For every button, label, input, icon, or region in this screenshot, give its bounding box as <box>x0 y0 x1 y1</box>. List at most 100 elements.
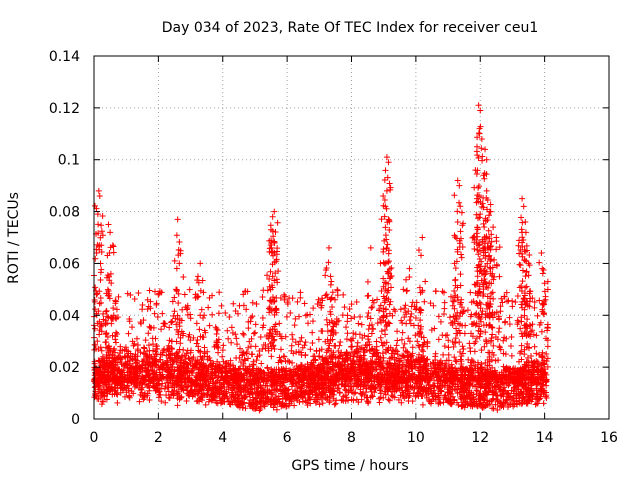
roti-point <box>119 347 126 354</box>
roti-point <box>103 396 110 403</box>
roti-point <box>324 294 331 301</box>
roti-point <box>540 400 547 407</box>
roti-point <box>514 292 521 299</box>
roti-point <box>248 399 255 406</box>
roti-point <box>313 347 320 354</box>
roti-point <box>250 367 257 374</box>
roti-point <box>176 374 183 381</box>
roti-point <box>385 216 392 223</box>
roti-point <box>274 219 281 226</box>
roti-point <box>341 361 348 368</box>
roti-point <box>146 384 153 391</box>
roti-point <box>299 370 306 377</box>
roti-point <box>412 393 419 400</box>
roti-point <box>240 362 247 369</box>
roti-point <box>457 376 464 383</box>
roti-point <box>267 286 274 293</box>
roti-point <box>114 391 121 398</box>
roti-point <box>110 347 117 354</box>
roti-point <box>242 393 249 400</box>
roti-point <box>154 314 161 321</box>
roti-point <box>257 403 264 410</box>
roti-point <box>302 312 309 319</box>
roti-point <box>105 314 112 321</box>
roti-point <box>92 255 99 262</box>
roti-point <box>186 356 193 363</box>
roti-point <box>202 383 209 390</box>
roti-point <box>380 275 387 282</box>
roti-point <box>528 398 535 405</box>
roti-point <box>106 295 113 302</box>
roti-point <box>312 356 319 363</box>
roti-point <box>458 361 465 368</box>
roti-point <box>384 376 391 383</box>
roti-point <box>117 359 124 366</box>
roti-point <box>209 311 216 318</box>
roti-point <box>98 347 105 354</box>
roti-point <box>326 387 333 394</box>
roti-point <box>294 298 301 305</box>
roti-point <box>302 339 309 346</box>
roti-point <box>196 375 203 382</box>
roti-point <box>540 387 547 394</box>
roti-point <box>440 310 447 317</box>
roti-point <box>372 366 379 373</box>
roti-point <box>103 329 110 336</box>
roti-point <box>352 389 359 396</box>
roti-point <box>141 364 148 371</box>
roti-point <box>344 365 351 372</box>
roti-point <box>291 393 298 400</box>
roti-point <box>98 328 105 335</box>
roti-point <box>417 364 424 371</box>
roti-point <box>151 288 158 295</box>
roti-point <box>91 202 98 209</box>
roti-point <box>154 386 161 393</box>
roti-point <box>118 382 125 389</box>
roti-point <box>95 396 102 403</box>
roti-point <box>268 353 275 360</box>
roti-point <box>382 319 389 326</box>
roti-point <box>469 403 476 410</box>
roti-point <box>196 326 203 333</box>
roti-point <box>105 221 112 228</box>
roti-point <box>268 226 275 233</box>
roti-point <box>461 366 468 373</box>
roti-point <box>508 387 515 394</box>
roti-point <box>364 313 371 320</box>
roti-point <box>122 344 129 351</box>
roti-point <box>307 346 314 353</box>
roti-point <box>350 353 357 360</box>
roti-point <box>459 350 466 357</box>
roti-point <box>404 382 411 389</box>
roti-point <box>248 389 255 396</box>
roti-point <box>437 388 444 395</box>
roti-point <box>518 348 525 355</box>
roti-point <box>408 374 415 381</box>
roti-point <box>417 375 424 382</box>
roti-point <box>385 388 392 395</box>
roti-point <box>385 396 392 403</box>
roti-point <box>284 394 291 401</box>
roti-point <box>281 291 288 298</box>
roti-point <box>133 373 140 380</box>
roti-point <box>322 272 329 279</box>
roti-point <box>291 322 298 329</box>
roti-point <box>266 332 273 339</box>
roti-point <box>159 310 166 317</box>
roti-point <box>420 384 427 391</box>
roti-point <box>109 375 116 382</box>
roti-point <box>214 358 221 365</box>
roti-point <box>249 391 256 398</box>
roti-point <box>231 366 238 373</box>
roti-point <box>438 373 445 380</box>
roti-point <box>533 400 540 407</box>
roti-point <box>197 260 204 267</box>
roti-point <box>452 386 459 393</box>
roti-point <box>97 277 104 284</box>
roti-point <box>308 363 315 370</box>
roti-point <box>368 304 375 311</box>
roti-point <box>358 321 365 328</box>
roti-point <box>388 284 395 291</box>
roti-point <box>134 347 141 354</box>
roti-point <box>531 343 538 350</box>
